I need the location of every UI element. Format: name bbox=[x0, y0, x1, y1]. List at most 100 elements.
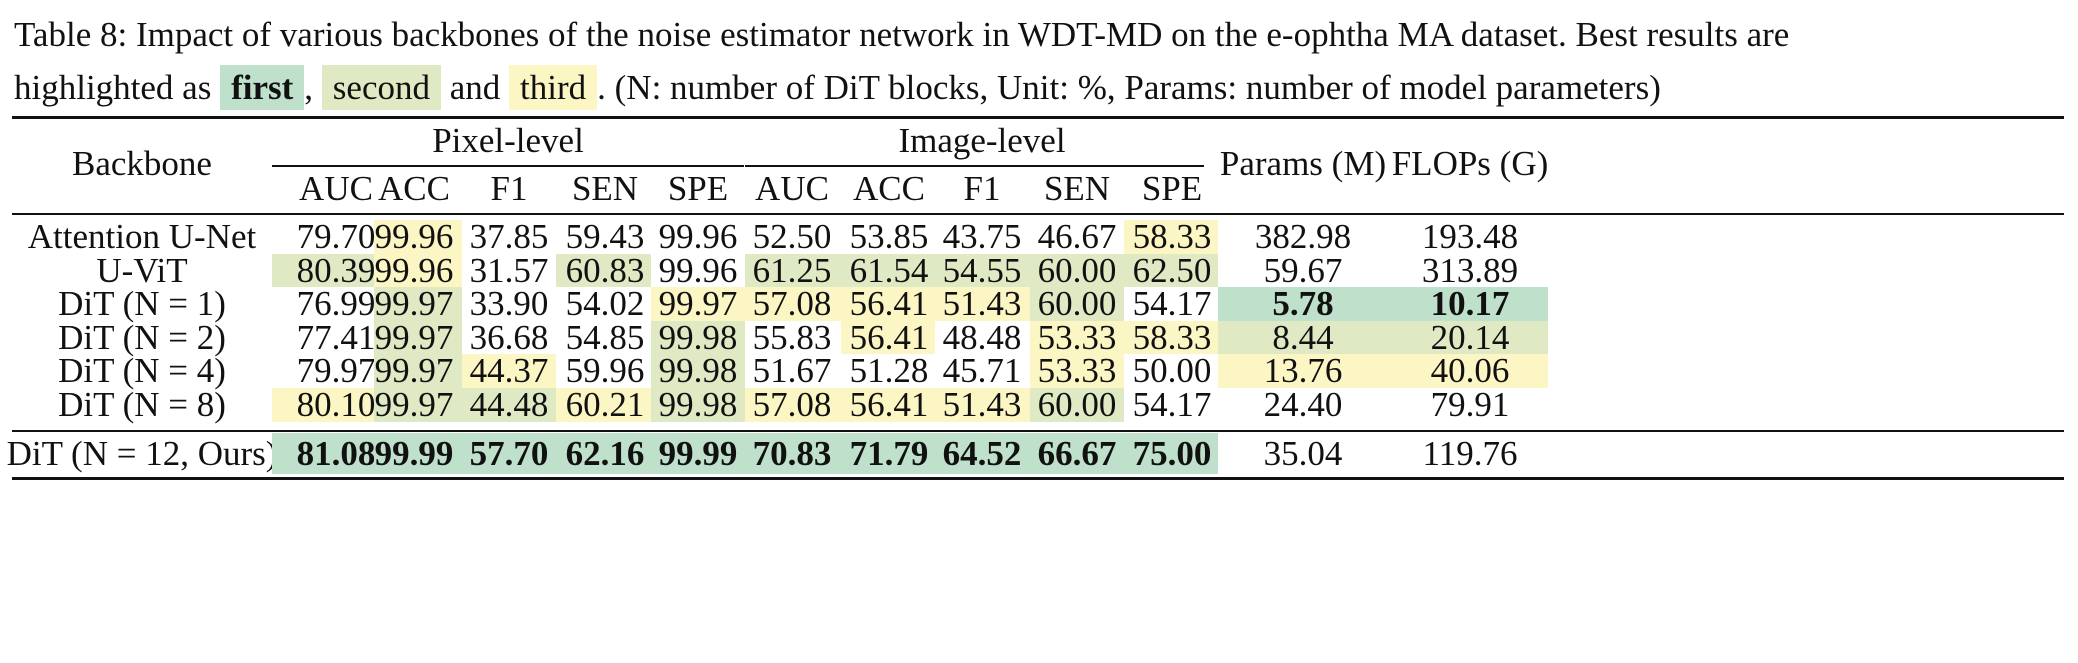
highlight-cell bbox=[651, 287, 745, 321]
highlight-cell bbox=[1030, 388, 1124, 422]
highlight-cell bbox=[1030, 354, 1124, 388]
header-bottom-rule bbox=[12, 213, 2064, 215]
caption-line-1: Table 8: Impact of various backbones of … bbox=[14, 15, 1790, 54]
highlight-cell bbox=[651, 388, 745, 422]
table-row-value: 50.00 bbox=[1132, 351, 1212, 391]
table-row-value: 53.33 bbox=[1037, 351, 1117, 391]
table-row-value: 99.97 bbox=[374, 385, 454, 424]
header-metric-sen: SEN bbox=[571, 169, 639, 208]
highlight-cell bbox=[1124, 433, 1218, 474]
header-metric-f1: F1 bbox=[963, 169, 1001, 208]
table-row-value: 77.41 bbox=[296, 317, 376, 357]
table-row-value: 56.41 bbox=[849, 284, 929, 324]
highlight-cell bbox=[1030, 433, 1124, 474]
table-row-value: 24.40 bbox=[1263, 385, 1343, 424]
table-row-value: 59.43 bbox=[565, 217, 645, 256]
highlight-cell bbox=[745, 253, 841, 288]
highlight-cell bbox=[272, 253, 374, 288]
table-row-label: DiT (N = 8) bbox=[58, 385, 226, 424]
ours-row-value: 35.04 bbox=[1263, 434, 1343, 473]
highlight-cell bbox=[272, 433, 374, 474]
table-row-value: 99.97 bbox=[374, 351, 454, 391]
highlight-cell bbox=[651, 320, 745, 355]
highlight-cell bbox=[1392, 320, 1548, 355]
highlight-cell bbox=[841, 320, 935, 355]
highlight-cell bbox=[1030, 287, 1124, 321]
table-row-value: 60.00 bbox=[1037, 284, 1117, 324]
pixel-level-rule bbox=[272, 165, 744, 167]
table-row-label: DiT (N = 4) bbox=[58, 351, 226, 391]
table-row-value: 46.67 bbox=[1037, 217, 1117, 256]
highlight-cell bbox=[374, 287, 462, 321]
highlight-cell bbox=[462, 388, 556, 422]
table-row-value: 99.98 bbox=[658, 351, 738, 391]
caption-comma: , bbox=[304, 68, 314, 107]
header-params: Params (M) bbox=[1219, 144, 1387, 183]
table-caption: Table 8: Impact of various backbones of … bbox=[14, 8, 2068, 114]
legend-third-swatch: third bbox=[509, 65, 598, 110]
ours-row-value: 119.76 bbox=[1422, 434, 1518, 473]
caption-line-2: highlighted as first, second and third. … bbox=[14, 61, 2068, 114]
highlight-cell bbox=[745, 388, 841, 422]
table-row-value: 51.43 bbox=[942, 385, 1022, 424]
table-row-value: 80.39 bbox=[296, 250, 376, 290]
table-row-value: 60.83 bbox=[565, 250, 645, 290]
highlight-cell bbox=[374, 320, 462, 355]
caption-and: and bbox=[441, 68, 510, 107]
table-row-value: 36.68 bbox=[469, 317, 549, 357]
header-metric-acc: ACC bbox=[853, 169, 925, 208]
table-row-value: 31.57 bbox=[469, 250, 549, 290]
ours-separator-rule bbox=[12, 430, 2064, 432]
table-row-value: 61.54 bbox=[849, 250, 929, 290]
table-row-label: Attention U-Net bbox=[27, 217, 257, 256]
table-row-value: 58.33 bbox=[1132, 317, 1212, 357]
header-metric-sen: SEN bbox=[1043, 169, 1111, 208]
ours-row-value: 62.16 bbox=[565, 434, 645, 473]
ours-row-label: DiT (N = 12, Ours) bbox=[6, 434, 278, 473]
ours-row-value: 81.08 bbox=[296, 434, 376, 473]
table-row-value: 13.76 bbox=[1263, 351, 1343, 391]
highlight-cell bbox=[841, 388, 935, 422]
table-row-value: 54.85 bbox=[565, 317, 645, 357]
highlight-cell bbox=[841, 253, 935, 288]
ours-row-value: 99.99 bbox=[374, 434, 454, 473]
highlight-cell bbox=[374, 220, 462, 254]
ours-row-value: 64.52 bbox=[942, 434, 1022, 473]
table-row-value: 57.08 bbox=[752, 284, 832, 324]
table-row-value: 54.17 bbox=[1132, 284, 1212, 324]
highlight-cell bbox=[272, 388, 374, 422]
ours-row-value: 70.83 bbox=[752, 434, 832, 473]
highlight-cell bbox=[374, 253, 462, 288]
table-row-value: 53.85 bbox=[849, 217, 929, 256]
highlight-cell bbox=[745, 433, 841, 474]
header-metric-spe: SPE bbox=[1141, 169, 1203, 208]
highlight-cell bbox=[1392, 354, 1548, 388]
table-row-value: 44.37 bbox=[469, 351, 549, 391]
table-row-value: 79.91 bbox=[1430, 385, 1510, 424]
ours-row-value: 99.99 bbox=[658, 434, 738, 473]
table-row-value: 99.96 bbox=[374, 250, 454, 290]
table-row-value: 99.98 bbox=[658, 385, 738, 424]
table-row-value: 313.89 bbox=[1421, 250, 1519, 290]
table-row-value: 51.28 bbox=[849, 351, 929, 391]
highlight-cell bbox=[745, 287, 841, 321]
highlight-cell bbox=[374, 354, 462, 388]
table-row-value: 33.90 bbox=[469, 284, 549, 324]
table-row-value: 56.41 bbox=[849, 317, 929, 357]
table-row-value: 58.33 bbox=[1132, 217, 1212, 256]
image-level-rule bbox=[745, 165, 1204, 167]
table-row-value: 55.83 bbox=[752, 317, 832, 357]
table-row-value: 99.96 bbox=[658, 217, 738, 256]
highlight-cell bbox=[841, 287, 935, 321]
legend-first-swatch: first bbox=[220, 65, 305, 110]
legend-second-swatch: second bbox=[321, 65, 441, 110]
table-row-value: 44.48 bbox=[469, 385, 549, 424]
header-metric-spe: SPE bbox=[667, 169, 729, 208]
table-row-value: 54.17 bbox=[1132, 385, 1212, 424]
table-row-value: 60.21 bbox=[565, 385, 645, 424]
table-row-value: 99.96 bbox=[658, 250, 738, 290]
highlight-cell bbox=[841, 433, 935, 474]
table-row-value: 79.70 bbox=[296, 217, 376, 256]
highlight-cell bbox=[1124, 220, 1218, 254]
highlight-cell bbox=[374, 433, 462, 474]
